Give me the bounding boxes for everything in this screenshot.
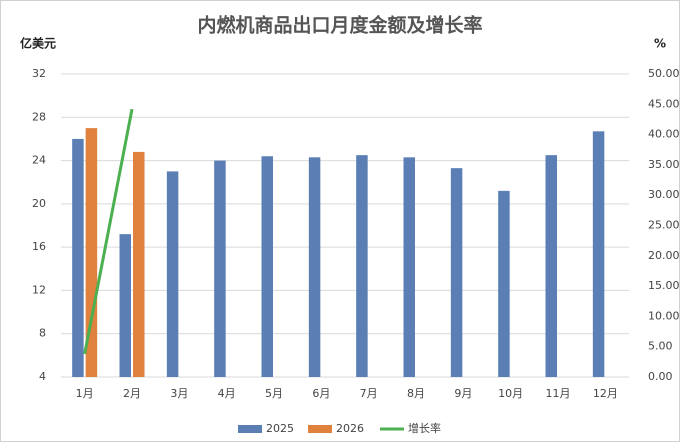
x-tick-label: 7月	[360, 387, 378, 400]
bar	[498, 190, 510, 377]
legend-label: 2026	[336, 422, 364, 435]
y2-tick-label: 45.00	[648, 97, 680, 110]
bar	[85, 128, 98, 377]
bar	[450, 168, 463, 377]
bar	[261, 156, 273, 377]
y2-tick-label: 50.00	[648, 67, 680, 80]
line	[83, 108, 134, 355]
y2-tick-label: 35.00	[648, 158, 680, 171]
y-tick-label: 8	[39, 327, 46, 340]
y2-tick-label: 10.00	[648, 309, 680, 322]
x-tick-label: 8月	[407, 387, 425, 400]
legend-label: 增长率	[408, 421, 441, 435]
y2-axis-title: %	[654, 37, 666, 51]
x-tick-label: 4月	[218, 387, 236, 400]
x-tick-label: 12月	[593, 387, 618, 400]
y-axis-title: 亿美元	[20, 36, 56, 51]
x-tick-label: 5月	[265, 387, 283, 400]
y-tick-label: 12	[32, 283, 46, 296]
bar	[72, 138, 84, 377]
y2-tick-label: 0.00	[648, 370, 673, 383]
y-tick-label: 32	[32, 67, 46, 80]
x-tick-label: 1月	[76, 387, 94, 400]
bar	[592, 131, 605, 377]
y2-tick-label: 30.00	[648, 188, 680, 201]
x-tick-label: 9月	[454, 387, 472, 400]
y2-tick-label: 25.00	[648, 219, 680, 232]
y2-tick-label: 15.00	[648, 279, 680, 292]
bar	[166, 171, 179, 377]
bar	[356, 155, 368, 377]
y2-tick-label: 40.00	[648, 128, 680, 141]
x-tick-label: 10月	[498, 387, 523, 400]
legend-swatch	[308, 425, 332, 433]
x-tick-label: 3月	[170, 387, 188, 400]
y-tick-label: 20	[32, 197, 46, 210]
bar	[308, 157, 321, 377]
chart-title: 内燃机商品出口月度金额及增长率	[197, 14, 482, 37]
y-tick-label: 28	[32, 110, 46, 123]
legend-swatch	[238, 425, 262, 433]
y2-tick-label: 20.00	[648, 249, 680, 262]
bar	[133, 151, 145, 377]
x-tick-label: 6月	[312, 387, 330, 400]
x-tick-label: 2月	[123, 387, 141, 400]
bar	[403, 157, 415, 377]
y-tick-label: 16	[32, 240, 46, 253]
y-tick-label: 24	[32, 154, 46, 167]
bar	[119, 234, 131, 377]
bar	[545, 155, 557, 377]
x-tick-label: 11月	[546, 387, 571, 400]
y-tick-label: 4	[39, 370, 46, 383]
bar	[214, 160, 226, 377]
legend-label: 2025	[266, 422, 294, 435]
y2-tick-label: 5.00	[648, 340, 673, 353]
